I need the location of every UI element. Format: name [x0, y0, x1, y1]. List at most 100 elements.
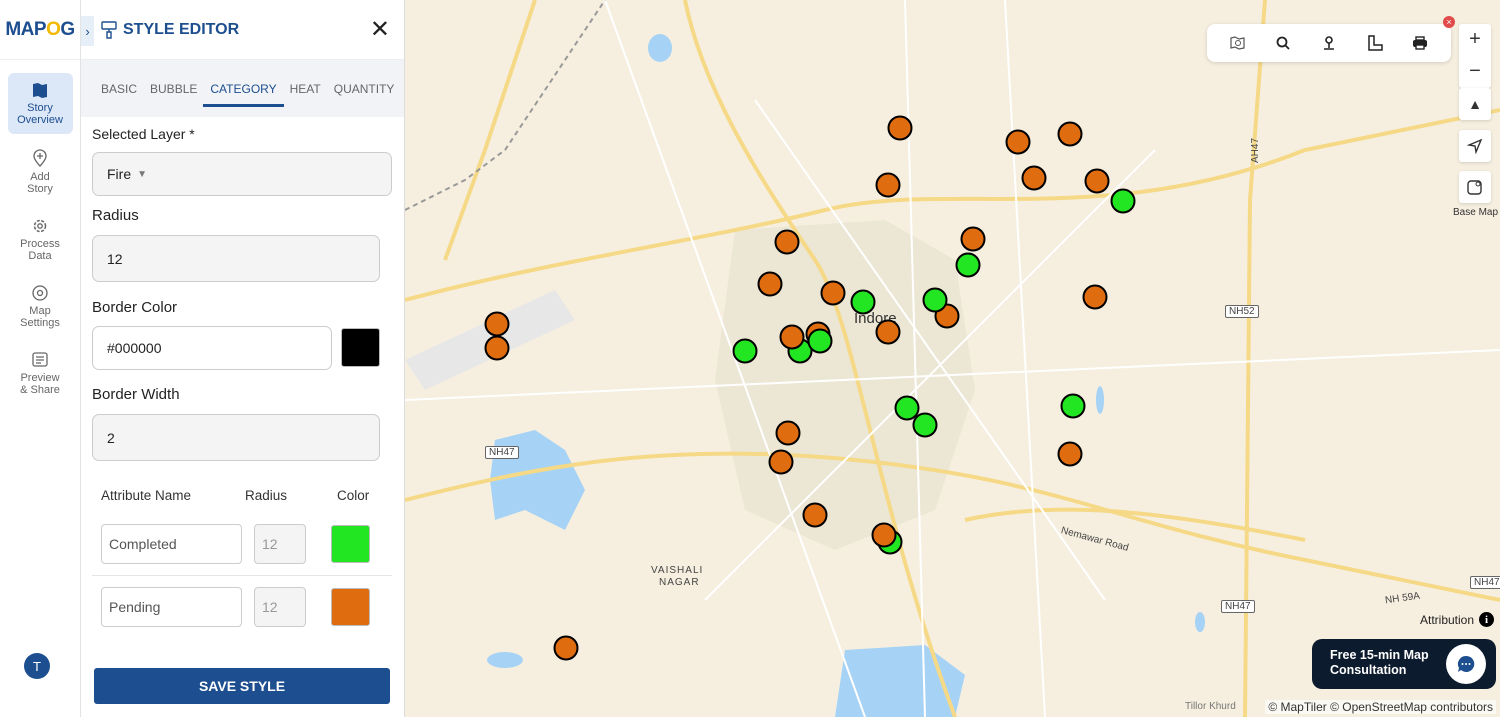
panel-title: STYLE EDITOR — [123, 20, 240, 38]
road-label: AH47 — [1250, 137, 1262, 164]
category-name-input[interactable]: Pending — [101, 587, 242, 627]
location-plus-icon — [33, 149, 47, 167]
marker-pending[interactable] — [871, 522, 897, 548]
ruler-icon[interactable] — [1367, 35, 1383, 51]
rail-item-story-overview[interactable]: Story Overview — [7, 73, 73, 134]
marker-pending[interactable] — [887, 115, 913, 141]
radius-label: Radius — [92, 207, 139, 224]
area-label: VAISHALI — [651, 565, 704, 576]
marker-pending[interactable] — [820, 280, 846, 306]
place-label: Tillor Khurd — [1185, 701, 1236, 712]
rail-item-map-settings[interactable]: Map Settings — [8, 276, 73, 337]
consultation-banner[interactable]: Free 15-min Map Consultation — [1312, 639, 1496, 689]
tab-basic[interactable]: BASIC — [101, 81, 138, 96]
chat-icon[interactable] — [1446, 644, 1486, 684]
rail-item-process-data[interactable]: Process Data — [8, 209, 73, 270]
marker-completed[interactable] — [894, 395, 920, 421]
border-color-input[interactable]: #000000 — [92, 326, 332, 370]
tab-heat[interactable]: HEAT — [289, 81, 321, 96]
rail-item-preview-share[interactable]: Preview & Share — [8, 343, 73, 404]
close-toolbar-icon[interactable]: × — [1443, 16, 1455, 28]
color-header: Color — [337, 488, 370, 503]
marker-completed[interactable] — [955, 252, 981, 278]
search-icon[interactable] — [1275, 35, 1291, 51]
highway-shield: NH47 — [1470, 576, 1500, 589]
marker-completed[interactable] — [1060, 393, 1086, 419]
preview-icon — [32, 352, 48, 367]
style-tabs: BASIC BUBBLE CATEGORY HEAT QUANTITY — [81, 60, 404, 117]
marker-pending[interactable] — [779, 324, 805, 350]
category-color-swatch[interactable] — [331, 588, 370, 626]
zoom-controls: + − — [1459, 24, 1491, 88]
radius-input[interactable]: 12 — [92, 235, 380, 282]
locate-button[interactable] — [1459, 130, 1491, 162]
avatar[interactable]: T — [24, 653, 50, 679]
marker-completed[interactable] — [850, 289, 876, 315]
map-canvas[interactable]: Indore VAISHALI NAGAR Nemawar Road NH 59… — [405, 0, 1500, 717]
tab-category[interactable]: CATEGORY — [203, 64, 284, 114]
marker-pending[interactable] — [934, 303, 960, 329]
print-icon[interactable] — [1412, 35, 1428, 51]
border-color-label: Border Color — [92, 299, 178, 316]
marker-pending[interactable] — [484, 311, 510, 337]
map-toolbar — [1207, 24, 1451, 62]
selected-layer-label: Selected Layer * — [92, 126, 195, 142]
border-width-label: Border Width — [92, 386, 180, 403]
compass-button[interactable]: ▲ — [1459, 88, 1491, 120]
marker-completed[interactable] — [922, 287, 948, 313]
marker-pending[interactable] — [802, 502, 828, 528]
settings-icon — [32, 285, 48, 301]
category-color-swatch[interactable] — [331, 525, 370, 563]
highway-shield: NH47 — [485, 446, 519, 459]
zoom-out-button[interactable]: − — [1469, 60, 1481, 82]
marker-pending[interactable] — [553, 635, 579, 661]
marker-completed[interactable] — [732, 338, 758, 364]
marker-completed[interactable] — [807, 328, 833, 354]
marker-completed[interactable] — [1110, 188, 1136, 214]
save-style-button[interactable]: SAVE STYLE — [94, 668, 390, 704]
zoom-in-button[interactable]: + — [1469, 28, 1481, 50]
map-search-icon[interactable] — [1230, 35, 1246, 51]
marker-pending[interactable] — [875, 319, 901, 345]
marker-pending[interactable] — [484, 335, 510, 361]
pin-icon[interactable] — [1321, 35, 1337, 51]
radius-header: Radius — [245, 488, 288, 503]
marker-pending[interactable] — [960, 226, 986, 252]
tab-quantity[interactable]: QUANTITY — [333, 81, 395, 96]
attribution-button[interactable]: Attribution i — [1420, 612, 1495, 627]
layer-select[interactable]: Fire ▼ — [92, 152, 392, 196]
border-color-swatch[interactable] — [341, 328, 380, 367]
marker-pending[interactable] — [768, 449, 794, 475]
basemap-roads — [405, 0, 1500, 717]
attribute-name-header: Attribute Name — [101, 488, 192, 503]
marker-completed[interactable] — [912, 412, 938, 438]
border-width-input[interactable]: 2 — [92, 414, 380, 461]
marker-pending[interactable] — [1021, 165, 1047, 191]
marker-pending[interactable] — [1057, 121, 1083, 147]
collapse-button[interactable]: › — [81, 16, 94, 46]
marker-pending[interactable] — [775, 420, 801, 446]
category-radius-input[interactable]: 12 — [254, 587, 306, 627]
mapog-logo[interactable]: MAP O G — [0, 0, 80, 60]
category-radius-input[interactable]: 12 — [254, 524, 306, 564]
navigation-arrow-icon — [1467, 138, 1483, 154]
marker-pending[interactable] — [1057, 441, 1083, 467]
style-editor-panel: › STYLE EDITOR ✕ BASIC BUBBLE CATEGORY H… — [81, 0, 405, 717]
rail-item-add-story[interactable]: Add Story — [8, 140, 73, 203]
marker-pending[interactable] — [757, 271, 783, 297]
marker-pending[interactable] — [1084, 168, 1110, 194]
info-icon: i — [1479, 612, 1495, 627]
tab-bubble[interactable]: BUBBLE — [150, 81, 198, 96]
marker-pending[interactable] — [875, 172, 901, 198]
category-name-input[interactable]: Completed — [101, 524, 242, 564]
base-map-button[interactable] — [1459, 171, 1491, 203]
caret-down-icon: ▼ — [137, 168, 148, 180]
map-copyright: © MapTiler © OpenStreetMap contributors — [1265, 700, 1496, 714]
marker-pending[interactable] — [1005, 129, 1031, 155]
marker-pending[interactable] — [774, 229, 800, 255]
marker-pending[interactable] — [1082, 284, 1108, 310]
highway-shield: NH52 — [1225, 305, 1259, 318]
side-rail: MAP O G Story Overview Add Story Process Data… — [0, 0, 81, 717]
map-icon — [33, 83, 47, 98]
close-icon[interactable]: ✕ — [369, 16, 390, 43]
